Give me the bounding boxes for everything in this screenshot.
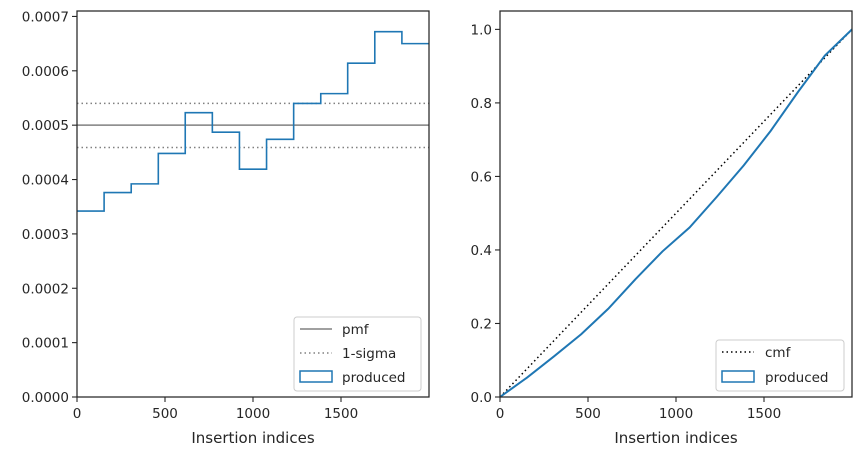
left-x-tick-label: 500 — [152, 406, 178, 422]
left-x-tick-label: 1500 — [324, 406, 358, 422]
left-x-tick-label: 1000 — [236, 406, 270, 422]
right-x-tick-label: 1000 — [659, 406, 693, 422]
left-y-tick-label: 0.0007 — [22, 9, 69, 25]
left-legend: pmf 1-sigma produced — [293, 316, 422, 392]
right-legend-box — [715, 339, 845, 392]
left-chart: 0 500 1000 1500 0.0000 0.0001 0.0002 0.0003 0.00… — [22, 9, 430, 447]
right-y-tick-label: 0.8 — [471, 96, 492, 112]
right-x-tick-label: 0 — [496, 406, 505, 422]
right-legend: cmf produced — [715, 339, 845, 392]
left-x-tick-label: 0 — [73, 406, 82, 422]
produced-step-line — [77, 30, 429, 212]
left-y-tick-label: 0.0003 — [22, 227, 69, 243]
right-x-tick-label: 500 — [575, 406, 601, 422]
right-y-tick-label: 1.0 — [471, 22, 492, 38]
left-x-axis-title: Insertion indices — [191, 429, 314, 447]
right-y-tick-label: 0.0 — [471, 390, 492, 406]
left-plot-area — [77, 30, 429, 212]
left-y-tick-label: 0.0006 — [22, 64, 69, 80]
legend-produced-label: produced — [342, 370, 406, 386]
legend-cmf-label: cmf — [765, 345, 792, 361]
right-plot-area — [499, 28, 853, 398]
left-legend-box — [293, 316, 422, 392]
left-y-tick-label: 0.0004 — [22, 173, 69, 189]
produced-cumulative-line — [499, 28, 853, 398]
left-y-tick-label: 0.0005 — [22, 118, 69, 134]
legend-pmf-label: pmf — [342, 322, 370, 338]
left-y-tick-label: 0.0002 — [22, 281, 69, 297]
legend-produced-swatch — [721, 370, 755, 383]
right-y-tick-label: 0.6 — [471, 169, 492, 185]
right-y-tick-label: 0.4 — [471, 243, 492, 259]
right-x-axis-title: Insertion indices — [614, 429, 737, 447]
right-y-tick-label: 0.2 — [471, 316, 492, 332]
right-axes-frame — [499, 10, 853, 398]
cmf-line — [499, 28, 853, 398]
legend-produced-swatch — [299, 370, 333, 383]
left-y-tick-label: 0.0001 — [22, 336, 69, 352]
right-chart: 0 500 1000 1500 0.0 0.2 0.4 0.6 0.8 1.0 Insertion… — [471, 10, 853, 447]
right-ticks: 0 500 1000 1500 0.0 0.2 0.4 0.6 0.8 1.0 — [471, 22, 782, 422]
right-x-tick-label: 1500 — [747, 406, 781, 422]
legend-produced-label: produced — [765, 370, 829, 386]
legend-sigma-label: 1-sigma — [342, 346, 396, 362]
left-ticks: 0 500 1000 1500 0.0000 0.0001 0.0002 0.0003 0.00… — [22, 9, 358, 422]
left-y-tick-label: 0.0000 — [22, 390, 69, 406]
